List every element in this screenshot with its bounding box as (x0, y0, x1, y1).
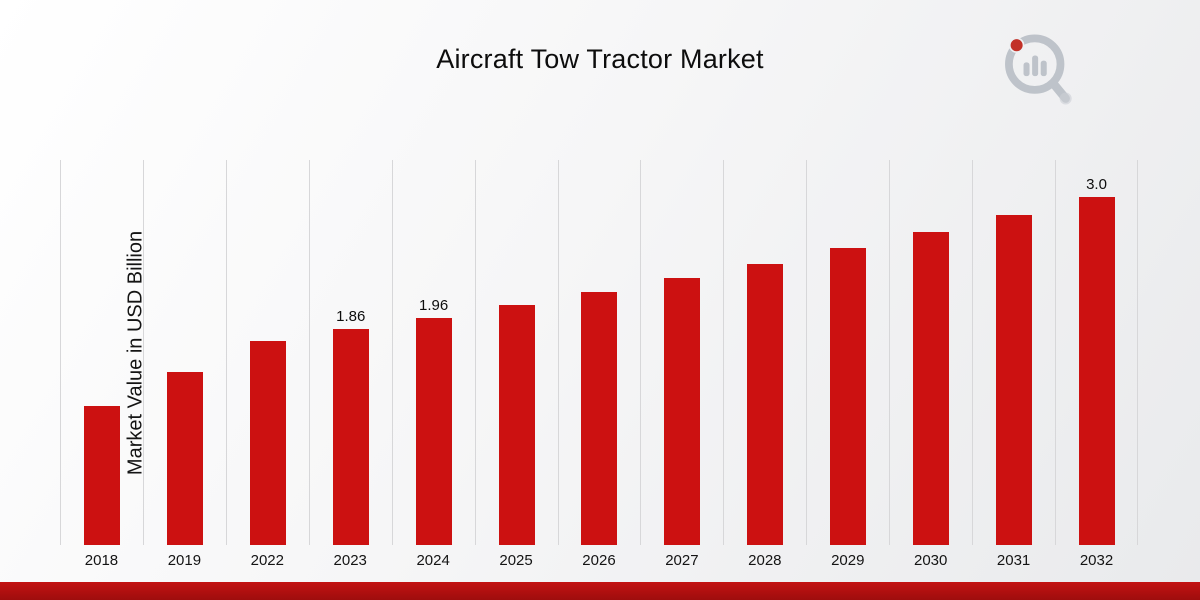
chart-column: 3.0 (1055, 160, 1138, 545)
bar (498, 305, 535, 545)
market-research-future-logo (1005, 34, 1072, 105)
bar-chart: Market Value in USD Billion 1.86 1.96 3.0 … (60, 160, 1138, 569)
bar (913, 232, 950, 545)
x-axis-ticks: 2018 2019 2022 2023 2024 2025 2026 2027 2028 2029… (60, 552, 1138, 569)
x-tick-label: 2024 (416, 552, 450, 569)
bar-value-label: 3.0 (1086, 176, 1107, 193)
chart-column (640, 160, 723, 545)
chart-column (806, 160, 889, 545)
bar (166, 372, 203, 545)
bar (747, 264, 784, 545)
bar (581, 292, 618, 545)
bar-value-label: 1.96 (419, 297, 449, 314)
chart-column (889, 160, 972, 545)
x-tick-label: 2026 (582, 552, 616, 569)
x-tick-label: 2029 (831, 552, 865, 569)
x-tick-label: 2019 (167, 552, 202, 569)
bar (249, 341, 286, 545)
chart-column: 1.86 (308, 160, 392, 545)
chart-column (60, 160, 143, 545)
footer-accent-bar (0, 582, 1200, 600)
x-tick-label: 2022 (250, 552, 284, 569)
x-tick-label: 2028 (748, 552, 782, 569)
chart-title: Aircraft Tow Tractor Market (436, 44, 764, 74)
bar (996, 215, 1033, 545)
chart-column: 1.96 (391, 160, 475, 545)
x-tick-label: 2031 (996, 552, 1031, 569)
x-tick-label: 2023 (333, 552, 367, 569)
chart-column (723, 160, 806, 545)
x-tick-label: 2032 (1079, 552, 1114, 569)
chart-column (972, 160, 1055, 545)
chart-column (557, 160, 641, 545)
bar (332, 329, 369, 545)
bar (1078, 197, 1115, 545)
plot-area: 1.86 1.96 3.0 (60, 160, 1138, 545)
bar (83, 406, 120, 545)
bar (830, 248, 867, 545)
chart-column (474, 160, 558, 545)
x-tick-label: 2018 (84, 552, 119, 569)
bar (664, 278, 701, 545)
x-tick-label: 2025 (499, 552, 533, 569)
bar (415, 318, 452, 545)
x-tick-label: 2030 (913, 552, 948, 569)
x-tick-label: 2027 (665, 552, 699, 569)
chart-column (225, 160, 309, 545)
chart-column (142, 160, 226, 545)
bar-value-label: 1.86 (336, 308, 366, 325)
